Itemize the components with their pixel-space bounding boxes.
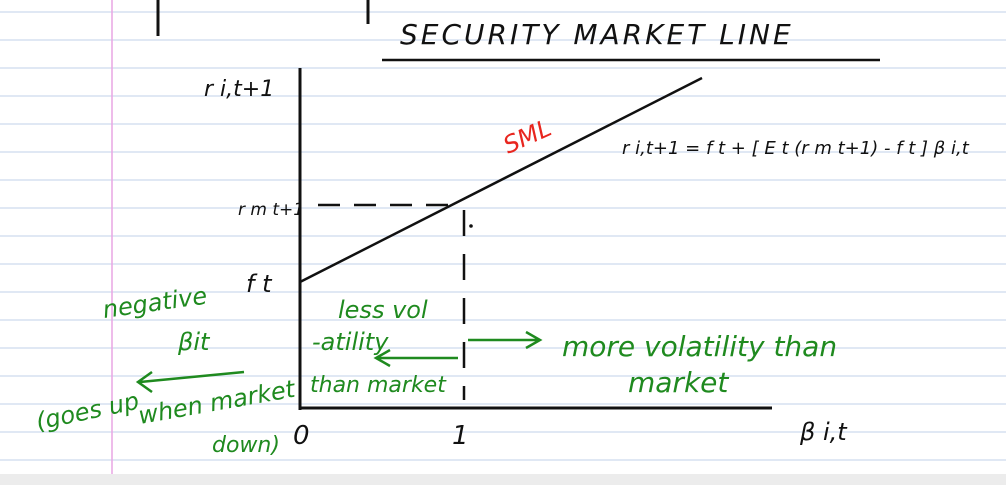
negative-beta-arrow: [135, 370, 245, 394]
more-volatility-note: more volatility than market: [562, 330, 837, 399]
goes-up-line-1: (goes up: [33, 387, 141, 436]
more-vol-line-2: market: [628, 366, 729, 399]
sml-label: SML: [499, 114, 555, 160]
y-axis-label: r i,t+1: [204, 77, 274, 102]
diagram-title: SECURITY MARKET LINE: [400, 18, 794, 51]
negative-beta-note: negative βit: [101, 282, 211, 356]
market-return-label: r m t+1: [238, 200, 304, 220]
negative-beta-line-2: βit: [177, 328, 211, 356]
x-tick-label-one: 1: [452, 421, 469, 451]
more-vol-line-1: more volatility than: [562, 330, 837, 363]
less-vol-line-1: less vol: [338, 296, 428, 324]
negative-beta-line-1: negative: [101, 282, 209, 324]
beta-one-dot: [469, 224, 473, 228]
sml-equation: r i,t+1 = f t + [ E t (r m t+1) - f t ] …: [622, 138, 970, 159]
page-bottom-strip: [0, 474, 1006, 485]
less-vol-line-3: than market: [310, 373, 447, 398]
goes-up-line-3: down): [212, 433, 280, 458]
less-volatility-note: less vol -atility than market: [310, 296, 447, 398]
less-vol-line-2: -atility: [312, 328, 389, 356]
less-vol-arrow: [373, 348, 458, 368]
goes-up-line-2: when market: [136, 375, 298, 430]
more-vol-arrow: [468, 330, 543, 350]
origin-label: 0: [293, 421, 310, 451]
x-axis-label: β i,t: [799, 418, 848, 446]
risk-free-label: f t: [246, 270, 273, 298]
goes-up-note: (goes up when market down): [33, 375, 298, 458]
ruled-lines: [0, 11, 1006, 461]
sml-line: [299, 76, 703, 284]
